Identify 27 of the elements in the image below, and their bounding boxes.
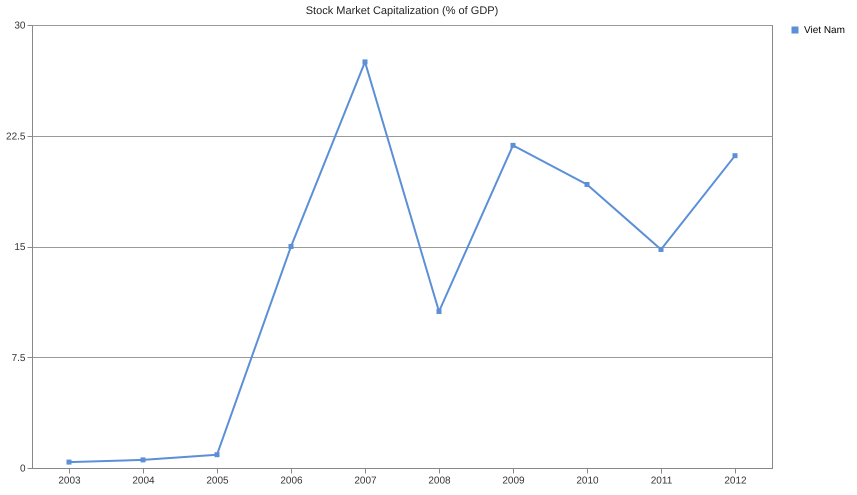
x-tick-label: 2010 (576, 476, 600, 486)
x-tick-label: 2004 (132, 476, 156, 486)
point (732, 153, 738, 158)
point (436, 308, 442, 314)
x-tick-label: 2006 (280, 476, 304, 486)
point (510, 142, 516, 148)
x-tick-label: 2008 (428, 476, 452, 486)
point (288, 244, 294, 249)
point (214, 452, 220, 458)
x-tick-label: 2007 (354, 476, 378, 486)
x-tick-label: 2003 (58, 476, 82, 486)
point (658, 246, 664, 252)
chart-title: Stock Market Capitalization (% of GDP) (306, 5, 498, 17)
point (584, 182, 590, 187)
point (66, 460, 72, 465)
legend-label: Viet Nam (804, 25, 845, 36)
x-tick-label: 2012 (724, 476, 748, 486)
x-tick-label: 2011 (650, 476, 673, 486)
y-tick-label: 0 (20, 464, 26, 474)
y-tick-label: 7.5 (12, 352, 26, 364)
y-tick-label: 22.5 (6, 131, 26, 142)
point (362, 59, 368, 64)
point (140, 457, 146, 462)
x-tick-label: 2009 (502, 476, 526, 486)
x-tick-label: 2005 (206, 476, 230, 486)
y-tick-label: 15 (14, 242, 26, 253)
y-tick-label: 30 (14, 20, 26, 32)
